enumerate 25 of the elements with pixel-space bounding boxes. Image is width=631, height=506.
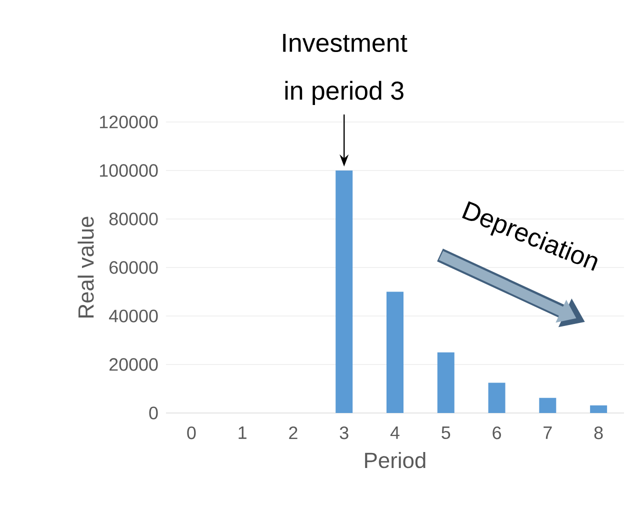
y-tick-label: 120000 (100, 116, 158, 128)
bar (488, 382, 506, 413)
x-tick-label: 1 (238, 426, 246, 439)
x-tick-label: 7 (544, 426, 552, 439)
y-tick-label: 100000 (100, 164, 158, 177)
y-tick-label: 0 (149, 406, 158, 420)
y-tick-label: 80000 (109, 212, 158, 226)
y-axis-title: Real value (78, 216, 94, 318)
annotation: Investment in period 3 (283, 34, 408, 105)
x-tick-label: 0 (187, 426, 196, 440)
bar (437, 352, 454, 413)
y-tick-label: 20000 (110, 358, 158, 371)
x-tick-label: 5 (442, 426, 450, 440)
bar (386, 292, 404, 413)
bar (539, 398, 556, 413)
x-tick-label: 6 (492, 426, 501, 440)
x-tick-label: 3 (340, 426, 348, 440)
x-tick-label: 8 (594, 426, 603, 440)
y-tick-label: 40000 (109, 310, 158, 322)
x-tick-label: 4 (390, 426, 400, 439)
x-axis-title: Period (365, 452, 426, 468)
bar (590, 405, 608, 413)
x-tick-label: 2 (289, 426, 298, 440)
bar (336, 170, 353, 413)
y-tick-label: 60000 (110, 261, 158, 274)
